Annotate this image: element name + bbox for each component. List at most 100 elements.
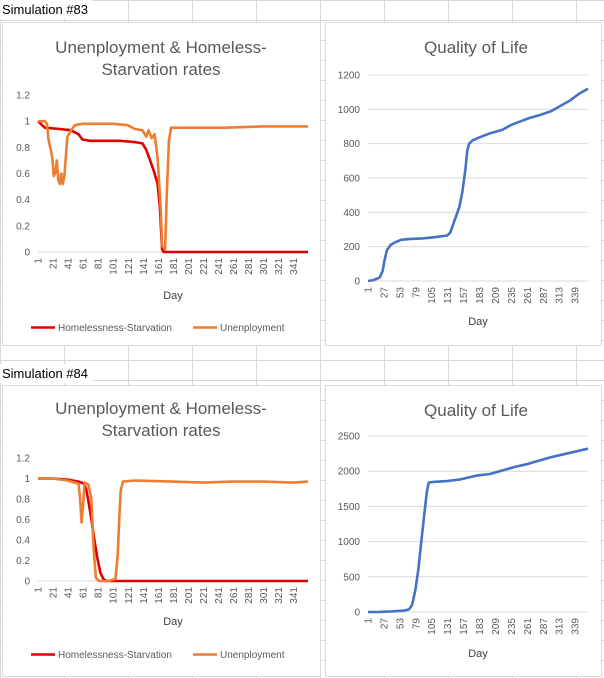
x-tick-label: 131 [443,618,454,635]
chart-title: Quality of Life [424,38,528,57]
y-tick-label: 0.8 [16,495,30,506]
y-tick-label: 0 [354,277,360,288]
x-tick-label: 161 [154,258,165,275]
x-tick-label: 131 [443,287,454,304]
sim84-rates-chart[interactable]: Unenployment & Homeless- Starvation rates… [2,385,321,677]
y-tick-label: 800 [343,139,360,150]
y-tick-label: 1200 [338,71,361,82]
x-tick-label: 261 [229,587,240,604]
y-tick-label: 1.2 [16,91,30,102]
x-tick-label: 241 [214,587,225,604]
y-tick-label: 2000 [338,467,361,478]
legend-entry: Homelessness-Starvation [58,650,172,661]
x-tick-label: 183 [475,287,486,304]
x-tick-label: 105 [427,618,438,635]
x-tick-label: 287 [539,618,550,635]
y-tick-label: 0.6 [16,169,30,180]
x-axis-label: Day [468,316,488,328]
chart-title: Quality of Life [424,401,528,420]
x-axis-label: Day [163,290,183,302]
x-tick-label: 209 [491,618,502,635]
x-tick-label: 261 [229,258,240,275]
x-tick-label: 339 [571,287,582,304]
series-line [367,447,589,614]
x-tick-label: 157 [459,287,470,304]
y-tick-label: 500 [343,572,360,583]
series-line [38,119,308,251]
y-tick-label: 0.2 [16,221,30,232]
legend-entry: Homelessness-Starvation [58,323,172,334]
x-tick-label: 81 [94,587,105,599]
x-axis-label: Day [468,648,488,660]
y-tick-label: 1 [24,474,30,485]
x-tick-label: 79 [411,287,422,299]
x-tick-label: 301 [259,587,270,604]
x-tick-label: 61 [79,587,90,599]
y-tick-label: 1000 [338,537,361,548]
chart-title-line: Starvation rates [101,421,220,440]
y-tick-label: 0.6 [16,515,30,526]
sim83-qol-svg: Quality of Life 0 200 400 600 800 1000 1200 1 27 5… [338,38,589,328]
x-tick-label: 221 [199,587,210,604]
x-axis-label: Day [163,616,183,628]
series-line [38,477,309,583]
y-tick-label: 0.4 [16,536,30,547]
y-tick-label: 1 [24,117,30,128]
sim84-rates-svg: Unenployment & Homeless- Starvation rates… [16,399,309,661]
series-line [367,87,589,283]
y-tick-label: 1000 [338,105,361,116]
x-tick-label: 21 [49,587,60,599]
x-tick-label: 141 [139,587,150,604]
x-tick-label: 261 [523,618,534,635]
x-tick-label: 1 [364,287,375,293]
y-tick-label: 0 [24,248,30,259]
x-tick-label: 221 [199,258,210,275]
sim84-qol-svg: Quality of Life 0 500 1000 1500 2000 2500 1 27 53… [338,401,589,660]
series-line [37,120,308,254]
y-tick-label: 0.4 [16,195,30,206]
chart-title-line: Unenployment & Homeless- [55,399,267,418]
x-tick-label: 1 [34,587,45,593]
x-tick-label: 27 [379,287,390,299]
x-tick-label: 21 [49,258,60,270]
y-tick-label: 400 [343,208,360,219]
x-tick-label: 183 [475,618,486,635]
x-tick-label: 281 [244,587,255,604]
x-tick-label: 235 [507,287,518,304]
x-tick-label: 201 [184,587,195,604]
simulation-83-label[interactable]: Simulation #83 [0,0,92,19]
x-tick-label: 101 [109,258,120,275]
x-tick-label: 341 [289,587,300,604]
y-tick-label: 1500 [338,502,361,513]
x-tick-label: 41 [64,258,75,270]
x-tick-label: 61 [79,258,90,270]
x-tick-label: 161 [154,587,165,604]
y-tick-label: 0.2 [16,556,30,567]
sim84-qol-chart[interactable]: Quality of Life 0 500 1000 1500 2000 2500 1 27 53… [325,385,602,677]
x-tick-label: 141 [139,258,150,275]
chart-title-line: Starvation rates [101,60,220,79]
x-tick-label: 287 [539,287,550,304]
y-tick-label: 0 [24,577,30,588]
x-tick-label: 105 [427,287,438,304]
x-tick-label: 1 [34,258,45,264]
x-tick-label: 339 [571,618,582,635]
simulation-84-label[interactable]: Simulation #84 [0,364,92,383]
x-tick-label: 53 [395,618,406,630]
x-tick-label: 313 [555,618,566,635]
x-tick-label: 41 [64,587,75,599]
x-tick-label: 341 [289,258,300,275]
x-tick-label: 53 [395,287,406,299]
legend-entry: Unenployment [220,323,285,334]
x-tick-label: 101 [109,587,120,604]
x-tick-label: 313 [555,287,566,304]
y-tick-label: 2500 [338,432,361,443]
sim83-qol-chart[interactable]: Quality of Life 0 200 400 600 800 1000 1200 1 27 5… [325,22,602,346]
y-tick-label: 0 [354,608,360,619]
chart-title-line: Unenployment & Homeless- [55,38,267,57]
x-tick-label: 1 [364,618,375,624]
x-tick-label: 121 [124,258,135,275]
x-tick-label: 281 [244,258,255,275]
sim83-rates-chart[interactable]: Unenployment & Homeless- Starvation rates… [2,22,321,346]
x-tick-label: 181 [169,258,180,275]
